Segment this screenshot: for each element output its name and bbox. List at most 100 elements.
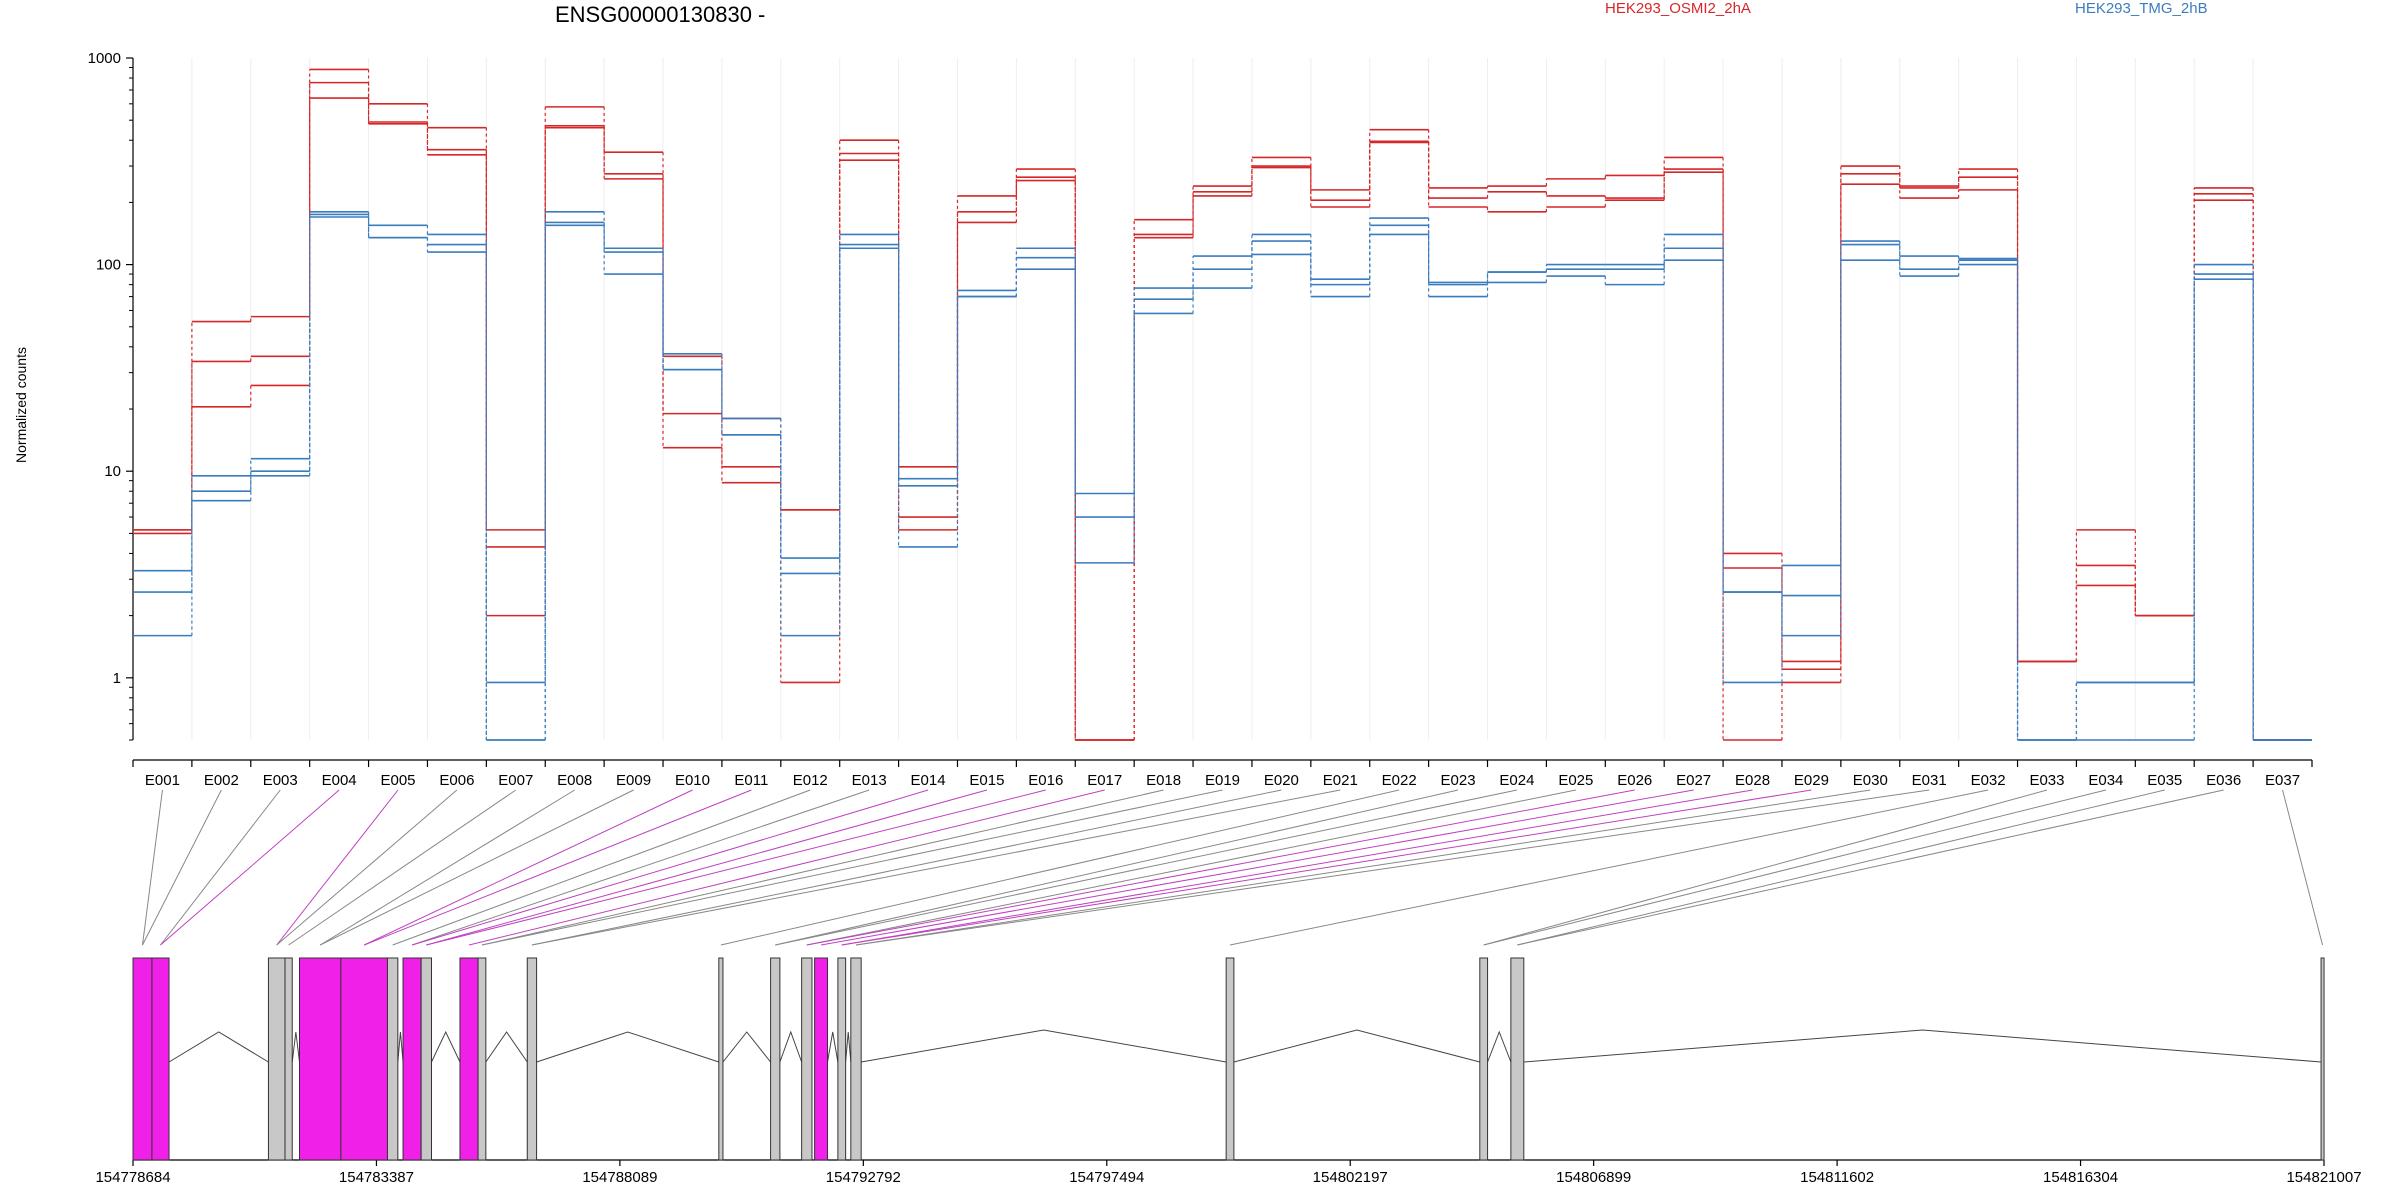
plot-area: 1 10 100 1000 E001 E002 E003 E004 E005 E006 E007 E0… — [88, 50, 2313, 789]
connector-E036 — [1517, 789, 2224, 946]
gene-axis-label: 154778684 — [95, 1169, 170, 1186]
connector-E007 — [288, 789, 517, 946]
connector-E017 — [468, 789, 1105, 946]
connector-E027 — [820, 789, 1694, 946]
connector-E032 — [1229, 789, 1989, 946]
connector-E020 — [531, 789, 1282, 946]
x-tick-label-E008: E008 — [557, 772, 592, 789]
x-tick-label-E002: E002 — [204, 772, 239, 789]
x-tick-label-E032: E032 — [1971, 772, 2006, 789]
exon-box — [814, 957, 829, 1161]
x-tick-label-E037: E037 — [2265, 772, 2300, 789]
connector-E013 — [411, 789, 870, 946]
connector-E031 — [855, 789, 1930, 946]
series-blue-5 — [133, 216, 2312, 741]
x-tick-label-E020: E020 — [1264, 772, 1299, 789]
connector-E001 — [141, 789, 163, 946]
y-tick-label: 10 — [104, 463, 121, 480]
exon-box — [132, 957, 153, 1161]
gene-axis-label: 154821007 — [2286, 1169, 2361, 1186]
exon-box — [284, 957, 293, 1161]
connector-E028 — [841, 789, 1753, 946]
connector-E012 — [392, 789, 811, 946]
x-tick-label-E017: E017 — [1087, 772, 1122, 789]
x-tick-label-E027: E027 — [1676, 772, 1711, 789]
intron-line — [168, 1031, 269, 1063]
intron-line — [1523, 1029, 2322, 1063]
x-tick-label-E034: E034 — [2088, 772, 2123, 789]
connector-E023 — [775, 789, 1459, 946]
exon-box — [340, 957, 388, 1161]
connector-E026 — [806, 789, 1635, 946]
x-tick-label-E009: E009 — [616, 772, 651, 789]
intron-line — [1233, 1029, 1480, 1063]
x-tick-label-E011: E011 — [734, 772, 768, 789]
exon-box — [1510, 957, 1525, 1161]
exon-box — [267, 957, 286, 1161]
x-tick-label-E022: E022 — [1382, 772, 1417, 789]
intron-line — [845, 1031, 852, 1063]
connector-E005 — [276, 789, 399, 946]
connector-E015 — [426, 789, 988, 946]
connector-E008 — [319, 789, 575, 946]
series-blue-4 — [133, 213, 2312, 741]
exon-box — [298, 957, 342, 1161]
connector-E030 — [855, 789, 1871, 946]
x-tick-label-E004: E004 — [322, 772, 357, 789]
connector-E002 — [142, 789, 222, 946]
x-tick-label-E014: E014 — [911, 772, 946, 789]
intron-line — [291, 1031, 300, 1063]
x-tick-label-E025: E025 — [1558, 772, 1593, 789]
connector-E018 — [481, 789, 1164, 946]
exon-box — [2320, 957, 2325, 1161]
x-tick-label-E005: E005 — [380, 772, 415, 789]
intron-line — [397, 1031, 404, 1063]
x-tick-label-E036: E036 — [2206, 772, 2241, 789]
exon-box — [459, 957, 479, 1161]
connector-E009 — [319, 789, 634, 946]
connector-E004 — [160, 789, 340, 946]
connector-E024 — [775, 789, 1518, 946]
x-tick-label-E030: E030 — [1853, 772, 1888, 789]
intron-line — [431, 1030, 461, 1063]
exon-box — [837, 957, 847, 1161]
connector-E025 — [806, 789, 1576, 946]
exon-box — [526, 957, 538, 1161]
exon-box — [1225, 957, 1235, 1161]
intron-line — [827, 1031, 839, 1063]
x-tick-label-E013: E013 — [852, 772, 887, 789]
connector-E006 — [276, 789, 458, 946]
chart-title: ENSG00000130830 - — [555, 2, 765, 27]
connector-E022 — [720, 789, 1400, 946]
connector-E003 — [160, 789, 281, 946]
x-tick-label-E007: E007 — [498, 772, 533, 789]
connector-E021 — [531, 789, 1341, 946]
gene-axis-label: 154806899 — [1556, 1169, 1631, 1186]
exon-box — [386, 957, 399, 1161]
x-tick-label-E031: E031 — [1912, 772, 1947, 789]
exon-box — [477, 957, 487, 1161]
intron-line — [1487, 1030, 1512, 1063]
x-tick-label-E015: E015 — [969, 772, 1004, 789]
x-tick-label-E024: E024 — [1499, 772, 1534, 789]
legend-entry-tmg: HEK293_TMG_2hB — [2075, 0, 2208, 17]
x-tick-label-E016: E016 — [1028, 772, 1063, 789]
exon-box — [402, 957, 422, 1161]
intron-line — [722, 1031, 771, 1063]
connector-E019 — [481, 789, 1223, 946]
connector-E034 — [1483, 789, 2106, 946]
y-tick-label: 1 — [113, 670, 121, 687]
gene-axis-label: 154783387 — [339, 1169, 414, 1186]
x-tick-label-E012: E012 — [793, 772, 828, 789]
connector-E037 — [2282, 789, 2324, 946]
x-tick-label-E006: E006 — [439, 772, 474, 789]
connector-E029 — [841, 789, 1812, 946]
connector-E016 — [426, 789, 1046, 946]
series-red-0 — [133, 68, 2312, 741]
connector-E011 — [364, 789, 752, 946]
legend-entry-osmi2: HEK293_OSMI2_2hA — [1605, 0, 1751, 17]
gene-axis-label: 154792792 — [826, 1169, 901, 1186]
connector-E010 — [363, 789, 693, 946]
gene-axis-label: 154797494 — [1069, 1169, 1144, 1186]
